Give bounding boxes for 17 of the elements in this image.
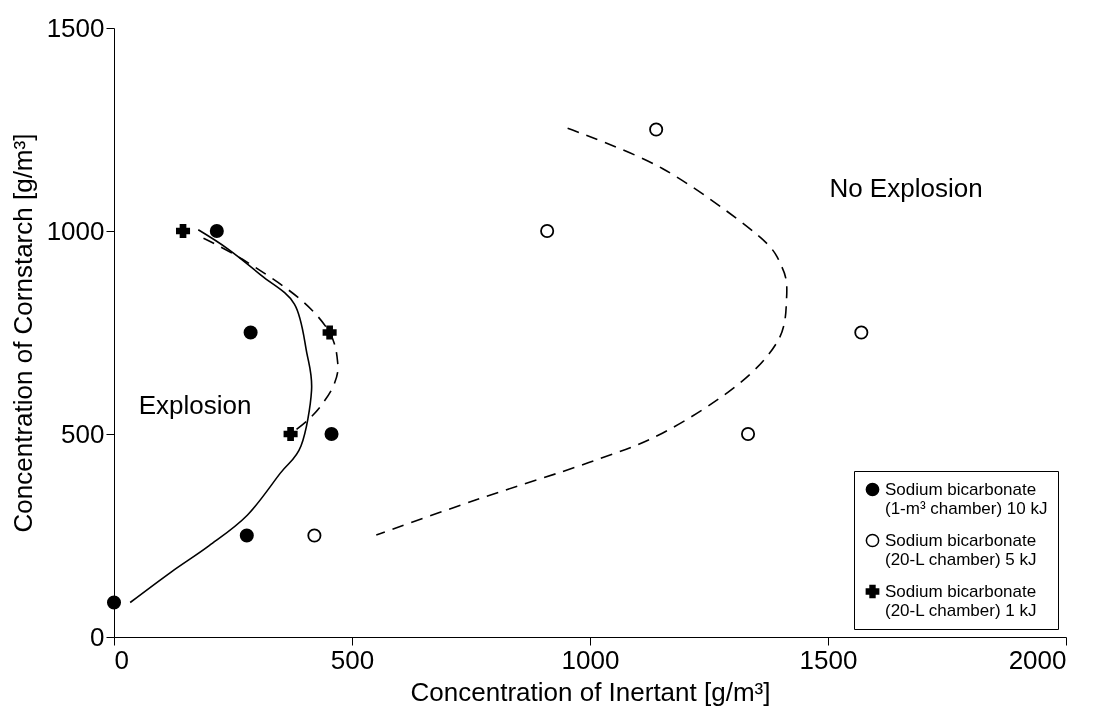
x-tick-label: 1500	[799, 644, 858, 675]
legend-label: Sodium bicarbonate (20-L chamber) 1 kJ	[885, 581, 1037, 620]
x-tick-label: 2000	[1008, 644, 1067, 675]
y-tick-label: 1000	[46, 215, 105, 246]
y-axis-title: Concentration of Cornstarch [g/m³]	[7, 133, 38, 533]
y-tick-label: 1500	[46, 12, 105, 43]
y-tick-label: 0	[90, 621, 105, 652]
y-tick-label: 500	[61, 418, 105, 449]
x-axis-title: Concentration of Inertant [g/m³]	[410, 676, 771, 707]
x-tick-label: 500	[330, 644, 375, 675]
x-tick-label: 1000	[561, 644, 620, 675]
legend-label: Sodium bicarbonate (1-m³ chamber) 10 kJ	[885, 479, 1048, 518]
legend-label: Sodium bicarbonate (20-L chamber) 5 kJ	[885, 530, 1037, 569]
annotation: No Explosion	[829, 173, 983, 204]
x-tick-label: 0	[114, 644, 129, 675]
line-series	[375, 127, 788, 536]
annotation: Explosion	[138, 390, 252, 421]
